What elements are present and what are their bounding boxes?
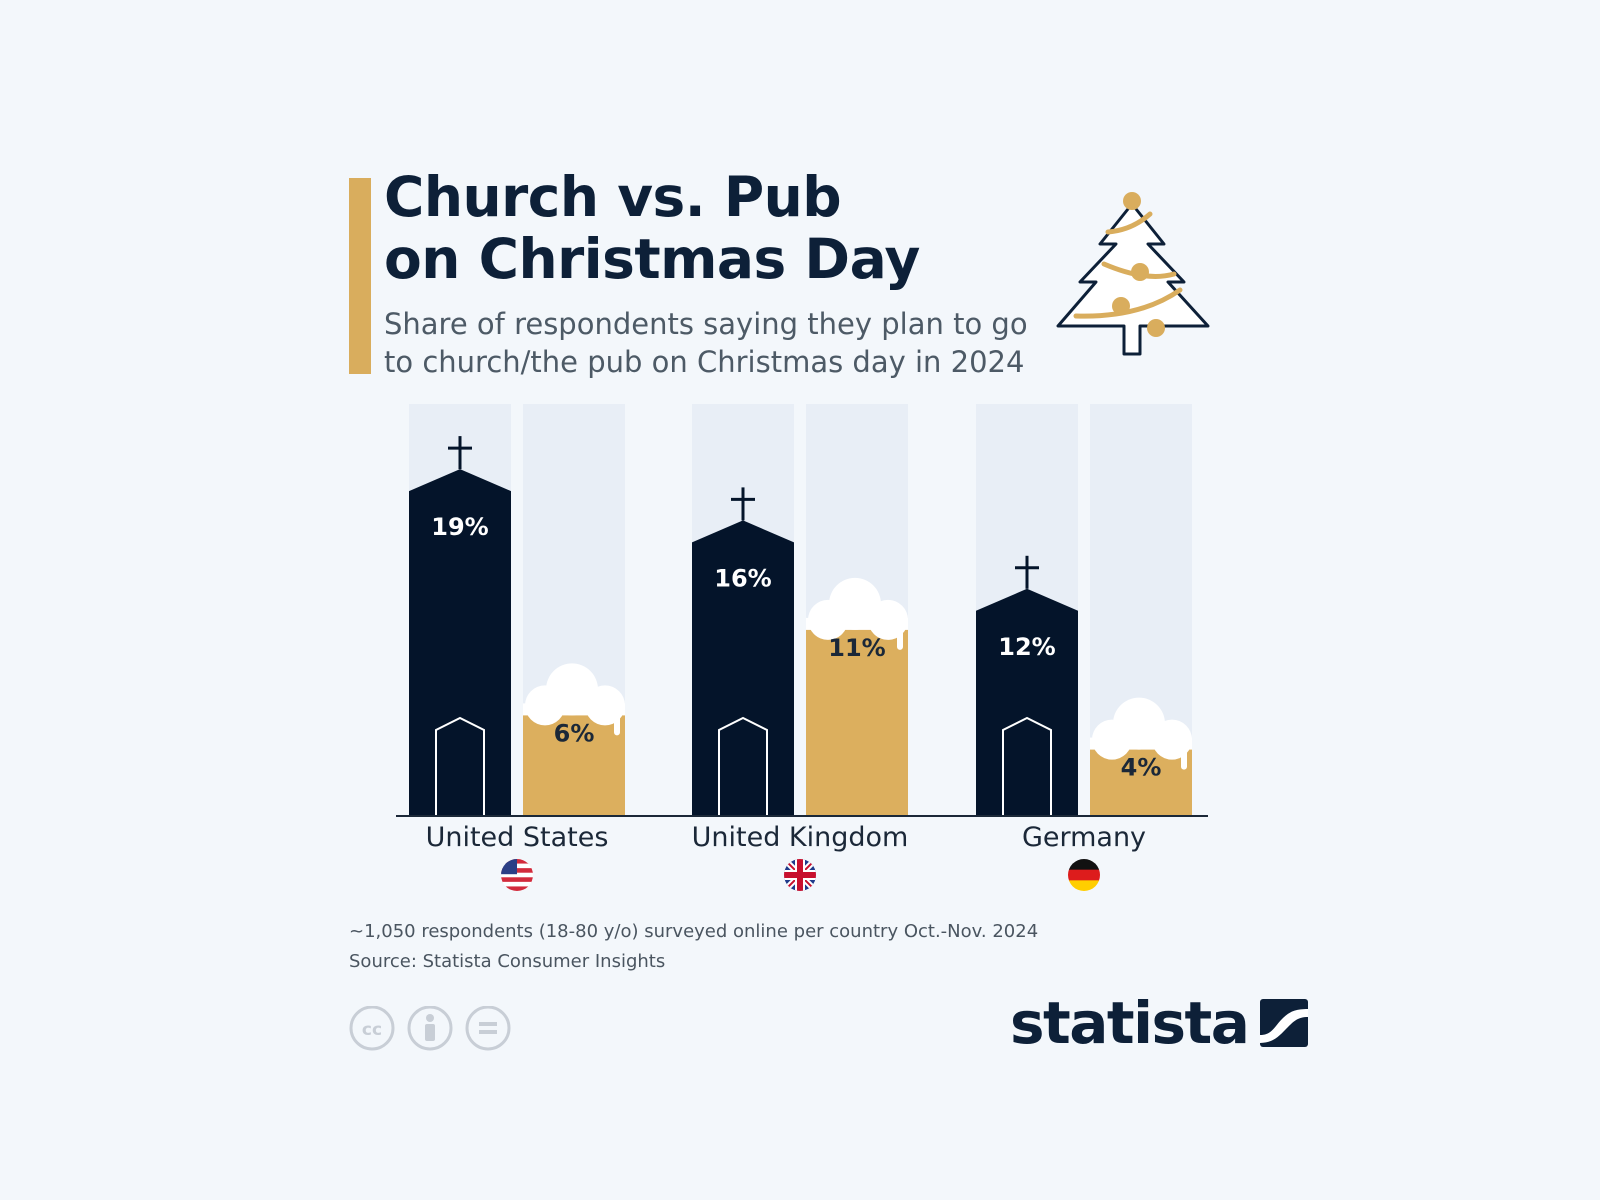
pub-value-label: 6% [554, 719, 595, 747]
statista-wordmark: statista [1010, 989, 1250, 1057]
attribution-icon[interactable] [407, 1006, 453, 1051]
no-derivatives-icon[interactable] [465, 1006, 511, 1051]
pub-value-label: 11% [828, 634, 885, 662]
cc-icon[interactable]: cc [349, 1006, 395, 1051]
chart-subtitle: Share of respondents saying they plan to… [384, 307, 1028, 379]
christmas-tree-icon [1056, 192, 1210, 356]
church-bar-united-states [409, 436, 511, 816]
flag-stripe-gold [1068, 880, 1100, 891]
pub-bar-united-states [523, 663, 625, 816]
flag-stripe [501, 877, 533, 883]
category-label-germany: Germany [1022, 822, 1146, 853]
foam-base [1090, 737, 1192, 750]
flag-content [501, 859, 533, 891]
church-value-label: 19% [431, 513, 488, 541]
foam-drip [1181, 745, 1187, 770]
flag-content [1068, 859, 1100, 891]
flag-canton [501, 859, 517, 875]
pub-bar-germany [1090, 697, 1192, 816]
us-flag-icon [501, 859, 533, 891]
church-building [409, 469, 511, 816]
header-accent-bar [349, 178, 371, 374]
church-building [976, 588, 1078, 816]
flag-stripe [501, 886, 533, 891]
uk-flag-icon [784, 859, 816, 891]
category-label-united-kingdom: United Kingdom [692, 822, 909, 853]
flag-stripe-black [1068, 859, 1100, 871]
church-value-label: 12% [998, 633, 1055, 661]
church-door [435, 716, 485, 816]
foam-bubble [546, 663, 598, 716]
foam-drip [897, 625, 903, 650]
flag-content [784, 859, 816, 891]
foam-drip [614, 711, 620, 736]
statista-logo-icon [1260, 999, 1309, 1047]
category-labels: United States United Kingdom Germany [426, 822, 1146, 853]
church-door [718, 716, 768, 816]
svg-text:cc: cc [362, 1020, 382, 1040]
flag-stripe [501, 881, 533, 887]
category-label-united-states: United States [426, 822, 609, 853]
church-bar-germany [976, 555, 1078, 816]
church-value-label: 16% [714, 564, 771, 592]
source-note: Source: Statista Consumer Insights [349, 951, 666, 972]
survey-note: ~1,050 respondents (18-80 y/o) surveyed … [349, 921, 1039, 942]
flag-stripe-red [1068, 869, 1100, 881]
flag-cross-red [784, 872, 816, 878]
statista-brand[interactable]: statista [1010, 989, 1309, 1057]
church-door [1002, 716, 1052, 816]
flag-stripe [501, 872, 533, 878]
beer-glass [806, 627, 908, 816]
licence-icons[interactable]: cc [349, 1006, 519, 1056]
chart-title: Church vs. Pub on Christmas Day [384, 165, 920, 291]
foam-bubble [829, 577, 881, 630]
value-labels: 19% 6% 16% 11% 12% 4% [431, 513, 1161, 782]
pub-bar-united-kingdom [806, 577, 908, 816]
church-bar-united-kingdom [692, 487, 794, 816]
foam-base [806, 617, 908, 630]
germany-flag-icon [1068, 859, 1100, 891]
foam-bubble [1113, 697, 1165, 750]
beer-glass [523, 713, 625, 816]
country-flags [501, 859, 1100, 891]
church-building [692, 520, 794, 816]
bars [409, 436, 1192, 816]
pub-value-label: 4% [1121, 754, 1162, 782]
foam-base [523, 703, 625, 716]
